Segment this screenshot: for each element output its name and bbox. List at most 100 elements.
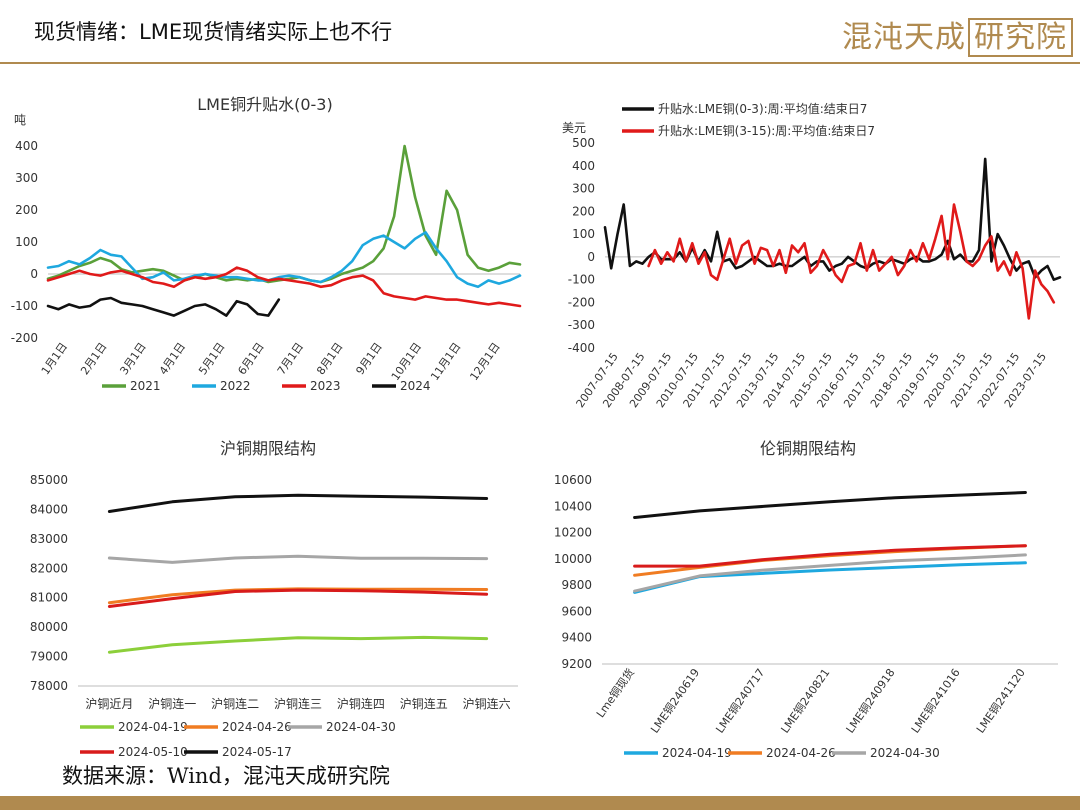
y-tick-label: 10000 <box>554 552 592 566</box>
logo-text: 混沌天成 <box>842 20 966 55</box>
y-tick-label: -200 <box>11 331 38 345</box>
series-line-3 <box>107 554 489 564</box>
x-tick-label: 10月1日 <box>389 340 424 383</box>
x-tick-label: 沪铜连三 <box>274 696 322 711</box>
page-title: 现货情绪：LME现货情绪实际上也不行 <box>34 20 393 44</box>
x-tick-label: 9月1日 <box>353 340 384 377</box>
series-line-4 <box>46 296 281 317</box>
legend-label: 2024-05-17 <box>222 745 292 758</box>
series-line-5 <box>107 493 489 513</box>
y-tick-label: 100 <box>15 235 38 249</box>
x-tick-label: 沪铜连五 <box>400 696 448 711</box>
x-tick-label: LME铜241016 <box>908 666 963 736</box>
series-line-1 <box>46 144 522 284</box>
y-tick-label: 10600 <box>554 473 592 487</box>
legend-label: 2024-04-19 <box>662 746 732 758</box>
y-tick-label: 80000 <box>30 620 68 634</box>
chart-title: LME铜升贴水(0-3) <box>197 95 332 114</box>
y-tick-label: 400 <box>15 139 38 153</box>
y-tick-label: 200 <box>572 204 595 218</box>
y-tick-label: 400 <box>572 159 595 173</box>
chart-title: 伦铜期限结构 <box>760 439 856 458</box>
series-line-3 <box>633 553 1027 593</box>
x-tick-label: LME铜240619 <box>647 666 702 736</box>
y-tick-label: 81000 <box>30 591 68 605</box>
x-tick-label: 6月1日 <box>235 340 266 377</box>
y-tick-label: -200 <box>568 295 595 309</box>
legend-label: 2024-04-30 <box>870 746 940 758</box>
y-tick-label: 85000 <box>30 473 68 487</box>
legend-label: 2024 <box>400 379 431 393</box>
x-tick-label: 沪铜连二 <box>211 696 259 711</box>
y-tick-label: 10400 <box>554 499 592 513</box>
series-line-4 <box>107 588 489 608</box>
series-line-2 <box>647 203 1056 320</box>
x-tick-label: 8月1日 <box>314 340 345 377</box>
x-tick-label: LME铜241120 <box>973 666 1028 736</box>
x-tick-label: 1月1日 <box>39 340 70 377</box>
data-source-note: 数据来源：Wind，混沌天成研究院 <box>62 764 390 788</box>
y-tick-label: 83000 <box>30 532 68 546</box>
x-tick-label: LME铜240717 <box>713 666 768 736</box>
series-line-2 <box>46 231 522 289</box>
x-tick-label: 11月1日 <box>428 340 463 383</box>
y-tick-label: 9800 <box>561 578 592 592</box>
x-tick-label: 7月1日 <box>275 340 306 377</box>
y-tick-label: 300 <box>572 182 595 196</box>
series-line-5 <box>633 491 1027 519</box>
lme-term-structure-chart: 伦铜期限结构 10600 10400 10200 10000 9800 9600 9400 92… <box>554 439 1058 758</box>
logo-boxed-text: 研究院 <box>968 18 1073 57</box>
y-tick-label: -300 <box>568 318 595 332</box>
y-tick-label: 0 <box>587 250 595 264</box>
x-tick-label: Lme铜现货 <box>593 666 637 720</box>
header-divider <box>0 62 1080 64</box>
x-tick-label: 沪铜近月 <box>85 696 133 711</box>
series-line-3 <box>46 266 522 308</box>
x-tick-label: 沪铜连六 <box>463 696 511 711</box>
chart-title: 沪铜期限结构 <box>220 439 316 458</box>
y-axis-unit: 吨 <box>14 113 26 127</box>
brand-logo: 混沌天成 研究院 <box>842 12 1073 57</box>
legend-label: 升贴水:LME铜(3-15):周:平均值:结束日7 <box>658 123 875 138</box>
x-tick-label: 12月1日 <box>467 340 502 383</box>
y-tick-label: -400 <box>568 341 595 355</box>
y-tick-label: 78000 <box>30 679 68 693</box>
y-tick-label: -100 <box>11 299 38 313</box>
footer-bar <box>0 796 1080 810</box>
legend-label: 升贴水:LME铜(0-3):周:平均值:结束日7 <box>658 101 867 116</box>
y-tick-label: 82000 <box>30 561 68 575</box>
legend-label: 2024-04-19 <box>118 720 188 734</box>
legend-label: 2024-04-30 <box>326 720 396 734</box>
y-tick-label: 500 <box>572 136 595 150</box>
shfe-term-structure-chart: 沪铜期限结构 85000 84000 83000 82000 81000 80000 7900… <box>30 439 518 758</box>
y-tick-label: 100 <box>572 227 595 241</box>
x-tick-label: 沪铜连一 <box>148 696 196 711</box>
y-tick-label: 9400 <box>561 631 592 645</box>
y-tick-label: -100 <box>568 273 595 287</box>
y-tick-label: 84000 <box>30 502 68 516</box>
y-tick-label: 9200 <box>561 657 592 671</box>
x-tick-label: 4月1日 <box>157 340 188 377</box>
series-line-4 <box>633 544 1027 568</box>
legend-label: 2022 <box>220 379 251 393</box>
lme-spread-history-chart: 美元5004003002001000-100-200-300-4002007-0… <box>562 101 1062 410</box>
x-tick-label: 2月1日 <box>78 340 109 377</box>
x-tick-label: 5月1日 <box>196 340 227 377</box>
legend-label: 2023 <box>310 379 341 393</box>
legend-label: 2024-05-10 <box>118 745 188 758</box>
y-tick-label: 200 <box>15 203 38 217</box>
y-tick-label: 300 <box>15 171 38 185</box>
x-tick-label: 沪铜连四 <box>337 696 385 711</box>
y-tick-label: 10200 <box>554 526 592 540</box>
y-tick-label: 9600 <box>561 604 592 618</box>
x-tick-label: 3月1日 <box>117 340 148 377</box>
series-line-1 <box>107 635 489 654</box>
legend-label: 2024-04-26 <box>766 746 836 758</box>
x-tick-label: LME铜240821 <box>778 666 833 736</box>
legend-label: 2021 <box>130 379 161 393</box>
y-tick-label: 0 <box>30 267 38 281</box>
x-tick-label: LME铜240918 <box>843 666 898 736</box>
y-tick-label: 79000 <box>30 650 68 664</box>
y-axis-unit: 美元 <box>562 121 586 135</box>
